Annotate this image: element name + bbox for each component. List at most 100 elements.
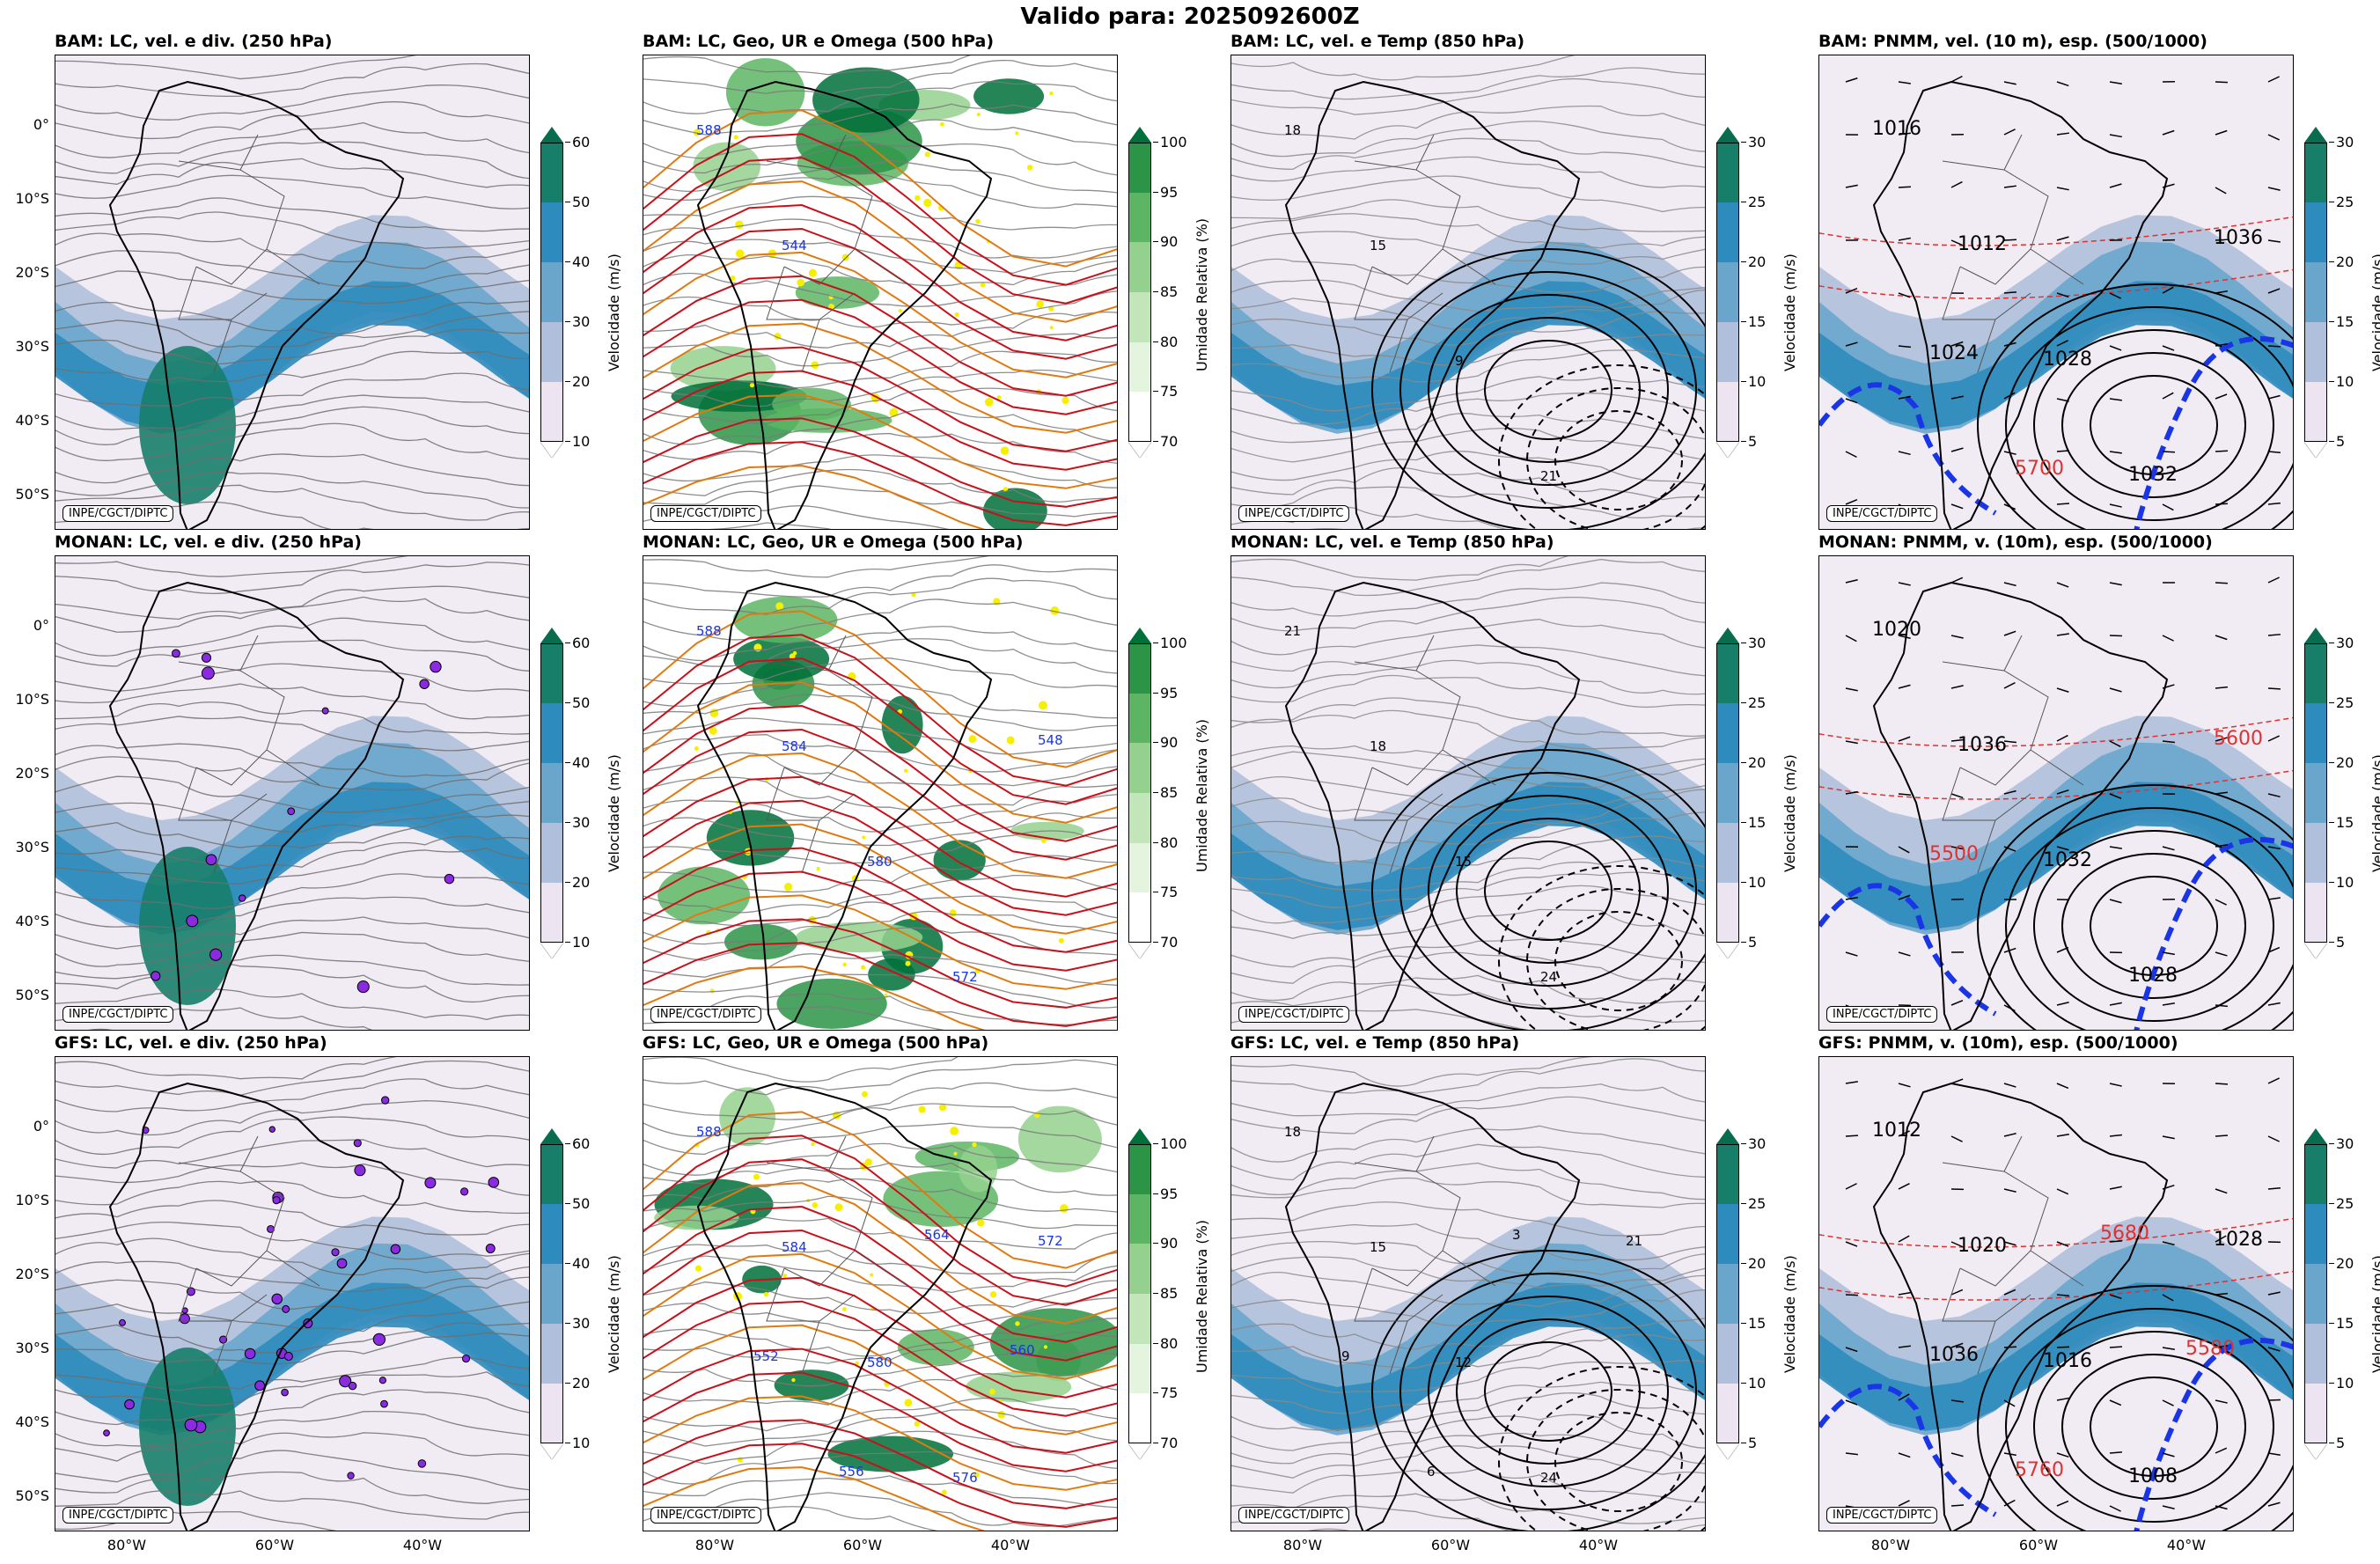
map-panel[interactable]: INPE/CGCT/DIPTC [55, 55, 530, 530]
colorbar-tick: 25 [1740, 694, 1767, 711]
divergence-cell [380, 1096, 390, 1105]
contour-label: 6 [1427, 1464, 1436, 1480]
divergence-cell [151, 971, 161, 981]
credit-badge: INPE/CGCT/DIPTC [1238, 1507, 1350, 1524]
lat-tick-label: 40°S [15, 913, 49, 929]
colorbar-segment [1128, 1294, 1151, 1344]
map-panel[interactable]: 588 584 580 576 572 552 556 564 560 INPE/CGCT/DIP… [643, 1056, 1118, 1531]
lat-tick-label: 0° [33, 617, 49, 634]
contour-label: 1032 [2128, 464, 2178, 486]
lat-tick-label: 20°S [15, 1266, 49, 1282]
contour-label: 584 [782, 738, 807, 754]
lat-tick-label: 10°S [15, 691, 49, 708]
colorbar-tick: 5 [1740, 433, 1758, 450]
contour-label: 15 [1370, 238, 1386, 253]
streamlines [55, 1057, 529, 1531]
colorbar-max-arrow [1716, 127, 1739, 143]
divergence-cell [331, 1248, 340, 1257]
map-panel[interactable]: 21 18 15 24 INPE/CGCT/DIPTC [1230, 555, 1706, 1031]
colorbar [1716, 127, 1739, 458]
colorbar-tick: 90 [1152, 1235, 1179, 1252]
panel-title: GFS: PNMM, v. (10m), esp. (500/1000) [1818, 1033, 2178, 1053]
colorbar-tick: 75 [1152, 383, 1179, 400]
colorbar-tick: 95 [1152, 183, 1179, 201]
map-panel[interactable]: 18 15 9 21 INPE/CGCT/DIPTC [1230, 55, 1706, 530]
coastline [1872, 581, 2169, 1030]
colorbar-segment [540, 823, 563, 883]
colorbar-segment [1128, 1393, 1151, 1443]
colorbar-tick: 50 [564, 1195, 591, 1212]
divergence-cell [372, 1333, 386, 1346]
coastline [1872, 1082, 2169, 1531]
colorbar-segment [540, 1324, 563, 1384]
contour-label: 24 [1540, 969, 1557, 985]
divergence-cell [417, 1459, 427, 1468]
colorbar-tick: 75 [1152, 1384, 1179, 1402]
divergence-cell [419, 679, 430, 689]
map-panel[interactable]: 1020 1036 1032 1028 5600 5500 INPE/CGCT/DIPTC [1818, 555, 2294, 1031]
colorbar-tick: 20 [2328, 253, 2354, 270]
colorbar-label: Velocidade (m/s) [1781, 253, 1798, 371]
map-panel[interactable]: 588 584 580 572 548 INPE/CGCT/DIPTC [643, 555, 1118, 1031]
divergence-cell [287, 807, 296, 816]
colorbar-segment [1128, 1144, 1151, 1194]
divergence-cell [459, 1187, 469, 1196]
colorbar-tick: 25 [2328, 694, 2354, 711]
map-plot: 1016 1012 1028 1032 1036 1024 5700 [1819, 75, 2293, 529]
divergence-cell [119, 1318, 126, 1326]
contour-label: 5760 [2015, 1459, 2064, 1481]
contour-label: 15 [1370, 1239, 1386, 1255]
colorbar-segment [1128, 1244, 1151, 1294]
country-borders [766, 1135, 908, 1375]
wind-barbs [1845, 576, 2281, 1012]
colorbar-tick: 5 [1740, 1435, 1758, 1451]
divergence-cell [390, 1244, 401, 1255]
divergence-cell [179, 1313, 190, 1325]
contour-label: 1028 [2128, 965, 2178, 987]
colorbar-segment [540, 382, 563, 442]
colorbar [540, 628, 563, 958]
colorbar-tick: 20 [1740, 253, 1767, 270]
contour-label: 5500 [1929, 843, 1979, 865]
colorbar-segment [2304, 262, 2327, 322]
map-panel[interactable]: 588 544 INPE/CGCT/DIPTC [643, 55, 1118, 530]
wind-speed-shading [55, 215, 529, 504]
panel-title: MONAN: PNMM, v. (10m), esp. (500/1000) [1818, 532, 2213, 552]
colorbar-segment [1128, 892, 1151, 943]
colorbar-segment [2304, 823, 2327, 883]
lon-tick-label: 60°W [842, 1537, 883, 1553]
map-panel[interactable]: 1016 1012 1028 1032 1036 1024 5700 INPE/CGCT/DI… [1818, 55, 2294, 530]
colorbar-segment [1716, 1144, 1739, 1204]
colorbar-segment [1128, 842, 1151, 893]
colorbar-tick: 30 [564, 1315, 591, 1332]
colorbar-tick: 60 [564, 635, 591, 651]
panel-title: MONAN: LC, Geo, UR e Omega (500 hPa) [643, 532, 1024, 552]
colorbar-segment [1128, 341, 1151, 393]
contour-label: 576 [952, 1470, 978, 1486]
contours [1498, 1366, 1705, 1531]
colorbar-max-arrow [540, 1128, 563, 1144]
colorbar-segment [2304, 1144, 2327, 1204]
map-panel[interactable]: 18 15 12 24 21 9 6 3 INPE/CGCT/DIPTC [1230, 1056, 1706, 1531]
colorbar-tick: 10 [2328, 1375, 2354, 1391]
contour-label: 580 [867, 854, 892, 870]
credit-badge: INPE/CGCT/DIPTC [650, 505, 762, 522]
map-plot: 18 15 9 21 [1231, 55, 1705, 529]
map-panel[interactable]: INPE/CGCT/DIPTC [55, 555, 530, 1031]
colorbar-segment [540, 322, 563, 382]
map-panel[interactable]: INPE/CGCT/DIPTC [55, 1056, 530, 1531]
coastline [108, 581, 405, 1030]
thickness-line [2134, 335, 2293, 529]
lat-tick-label: 20°S [15, 264, 49, 281]
coastline [1872, 80, 2169, 529]
colorbar-min-arrow [1128, 943, 1151, 958]
colorbar-min-arrow [2304, 1443, 2327, 1459]
colorbar-tick: 10 [564, 433, 591, 450]
coastline [696, 80, 993, 529]
map-panel[interactable]: 1012 1020 1016 1008 1028 1036 5760 5680 5580 INPE… [1818, 1056, 2294, 1531]
contour-label: 1028 [2043, 349, 2092, 371]
colorbar-segment [1128, 192, 1151, 243]
colorbar-tick: 30 [2328, 635, 2354, 651]
colorbar-segment [1716, 703, 1739, 763]
panel-title: BAM: LC, vel. e div. (250 hPa) [55, 32, 333, 51]
